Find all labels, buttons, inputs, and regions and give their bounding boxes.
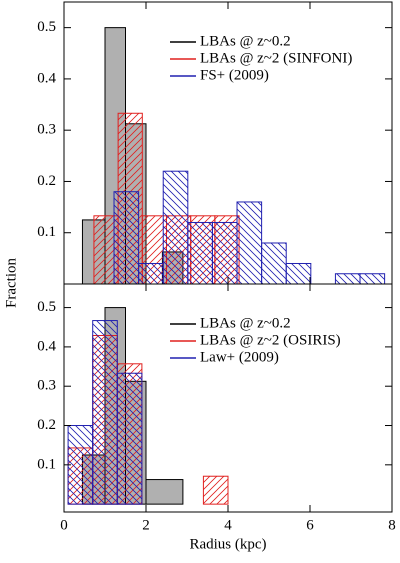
y-axis-label: Fraction xyxy=(3,258,19,308)
legend-label: Law+ (2009) xyxy=(200,349,279,365)
hist-bar xyxy=(162,170,189,285)
hist-bar xyxy=(211,221,238,285)
y-tick-label: 0.3 xyxy=(37,122,56,138)
hist-bar xyxy=(285,262,312,285)
legend-label: LBAs @ z~0.2 xyxy=(200,315,291,331)
hist-bar xyxy=(92,320,118,505)
x-tick-label: 4 xyxy=(224,517,232,533)
x-tick-label: 0 xyxy=(60,517,68,533)
x-tick-label: 6 xyxy=(306,517,314,533)
hist-bar xyxy=(202,475,229,505)
hist-bar xyxy=(67,425,94,505)
hist-bar xyxy=(138,262,164,285)
hist-bar xyxy=(187,221,213,285)
x-axis-label: Radius (kpc) xyxy=(189,536,266,552)
hist-bar xyxy=(334,273,361,285)
hist-bar xyxy=(116,372,143,505)
y-tick-label: 0.5 xyxy=(37,299,56,315)
legend-label: FS+ (2009) xyxy=(200,67,269,83)
y-tick-label: 0.1 xyxy=(37,456,56,472)
hist-bar xyxy=(145,479,184,505)
legend-label: LBAs @ z~2 (SINFONI) xyxy=(200,50,352,66)
x-tick-label: 2 xyxy=(142,517,150,533)
y-tick-label: 0.2 xyxy=(37,417,56,433)
hist-bar xyxy=(359,273,386,285)
x-tick-label: 8 xyxy=(388,517,396,533)
y-tick-label: 0.1 xyxy=(37,224,56,240)
y-tick-label: 0.4 xyxy=(37,338,56,354)
y-tick-label: 0.3 xyxy=(37,378,56,394)
hist-bar xyxy=(261,242,287,285)
y-tick-label: 0.5 xyxy=(37,19,56,35)
legend-label: LBAs @ z~0.2 xyxy=(200,33,291,49)
hist-bar xyxy=(113,191,140,285)
hist-bar xyxy=(236,201,263,285)
y-tick-label: 0.4 xyxy=(37,70,56,86)
legend-label: LBAs @ z~2 (OSIRIS) xyxy=(200,332,341,348)
y-tick-label: 0.2 xyxy=(37,173,56,189)
